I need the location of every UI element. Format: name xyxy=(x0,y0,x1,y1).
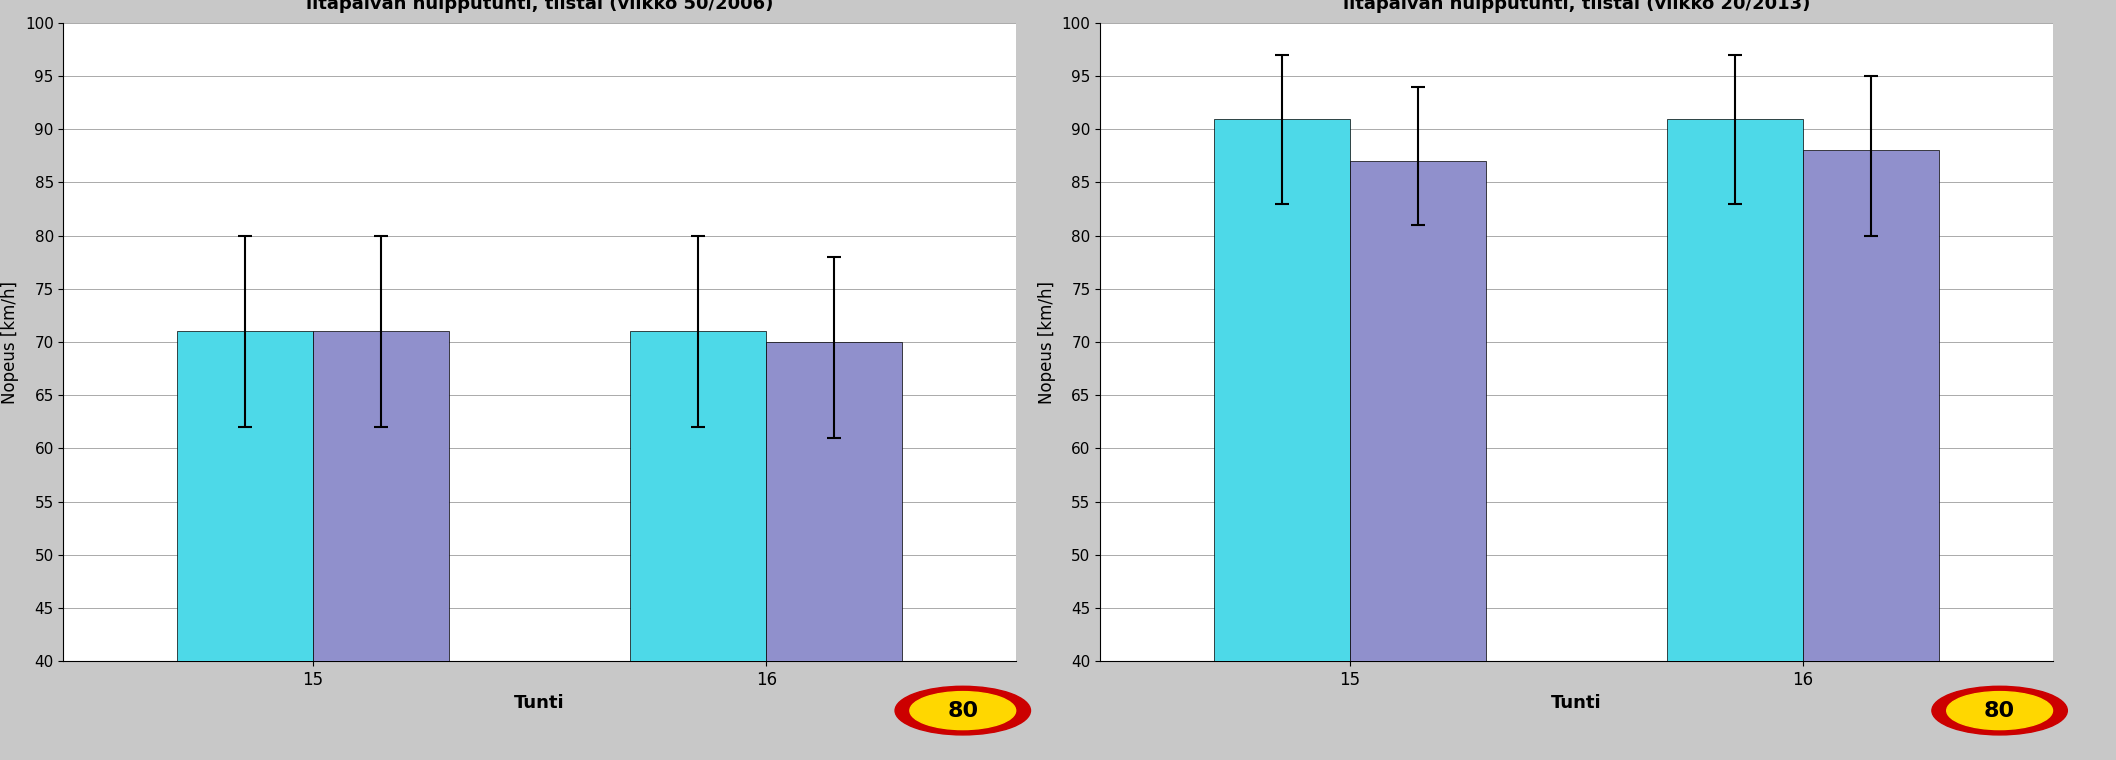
Bar xyxy=(1667,119,1803,661)
X-axis label: Tunti: Tunti xyxy=(514,695,565,712)
Bar xyxy=(1350,161,1485,661)
Text: 80: 80 xyxy=(948,701,978,720)
Bar xyxy=(1215,119,1350,661)
Y-axis label: Nopeus [km/h]: Nopeus [km/h] xyxy=(2,280,19,404)
X-axis label: Tunti: Tunti xyxy=(1551,695,1602,712)
Title: Entisen LAM 1240:n  sijainti
Keskituntinopeudet ja keskihajonta,
iltapäivän huip: Entisen LAM 1240:n sijainti Keskituntino… xyxy=(1344,0,1809,13)
Title: LAM 1240 Keskituntinopeudet ja keskihajonta,
iltapäivän huipputunti, tiistai (vi: LAM 1240 Keskituntinopeudet ja keskihajo… xyxy=(303,0,777,13)
Bar xyxy=(631,331,766,661)
Text: 80: 80 xyxy=(1985,701,2014,720)
Bar xyxy=(178,331,313,661)
Y-axis label: Nopeus [km/h]: Nopeus [km/h] xyxy=(1039,280,1056,404)
Bar xyxy=(766,342,901,661)
Bar xyxy=(1803,150,1938,661)
Bar xyxy=(313,331,449,661)
